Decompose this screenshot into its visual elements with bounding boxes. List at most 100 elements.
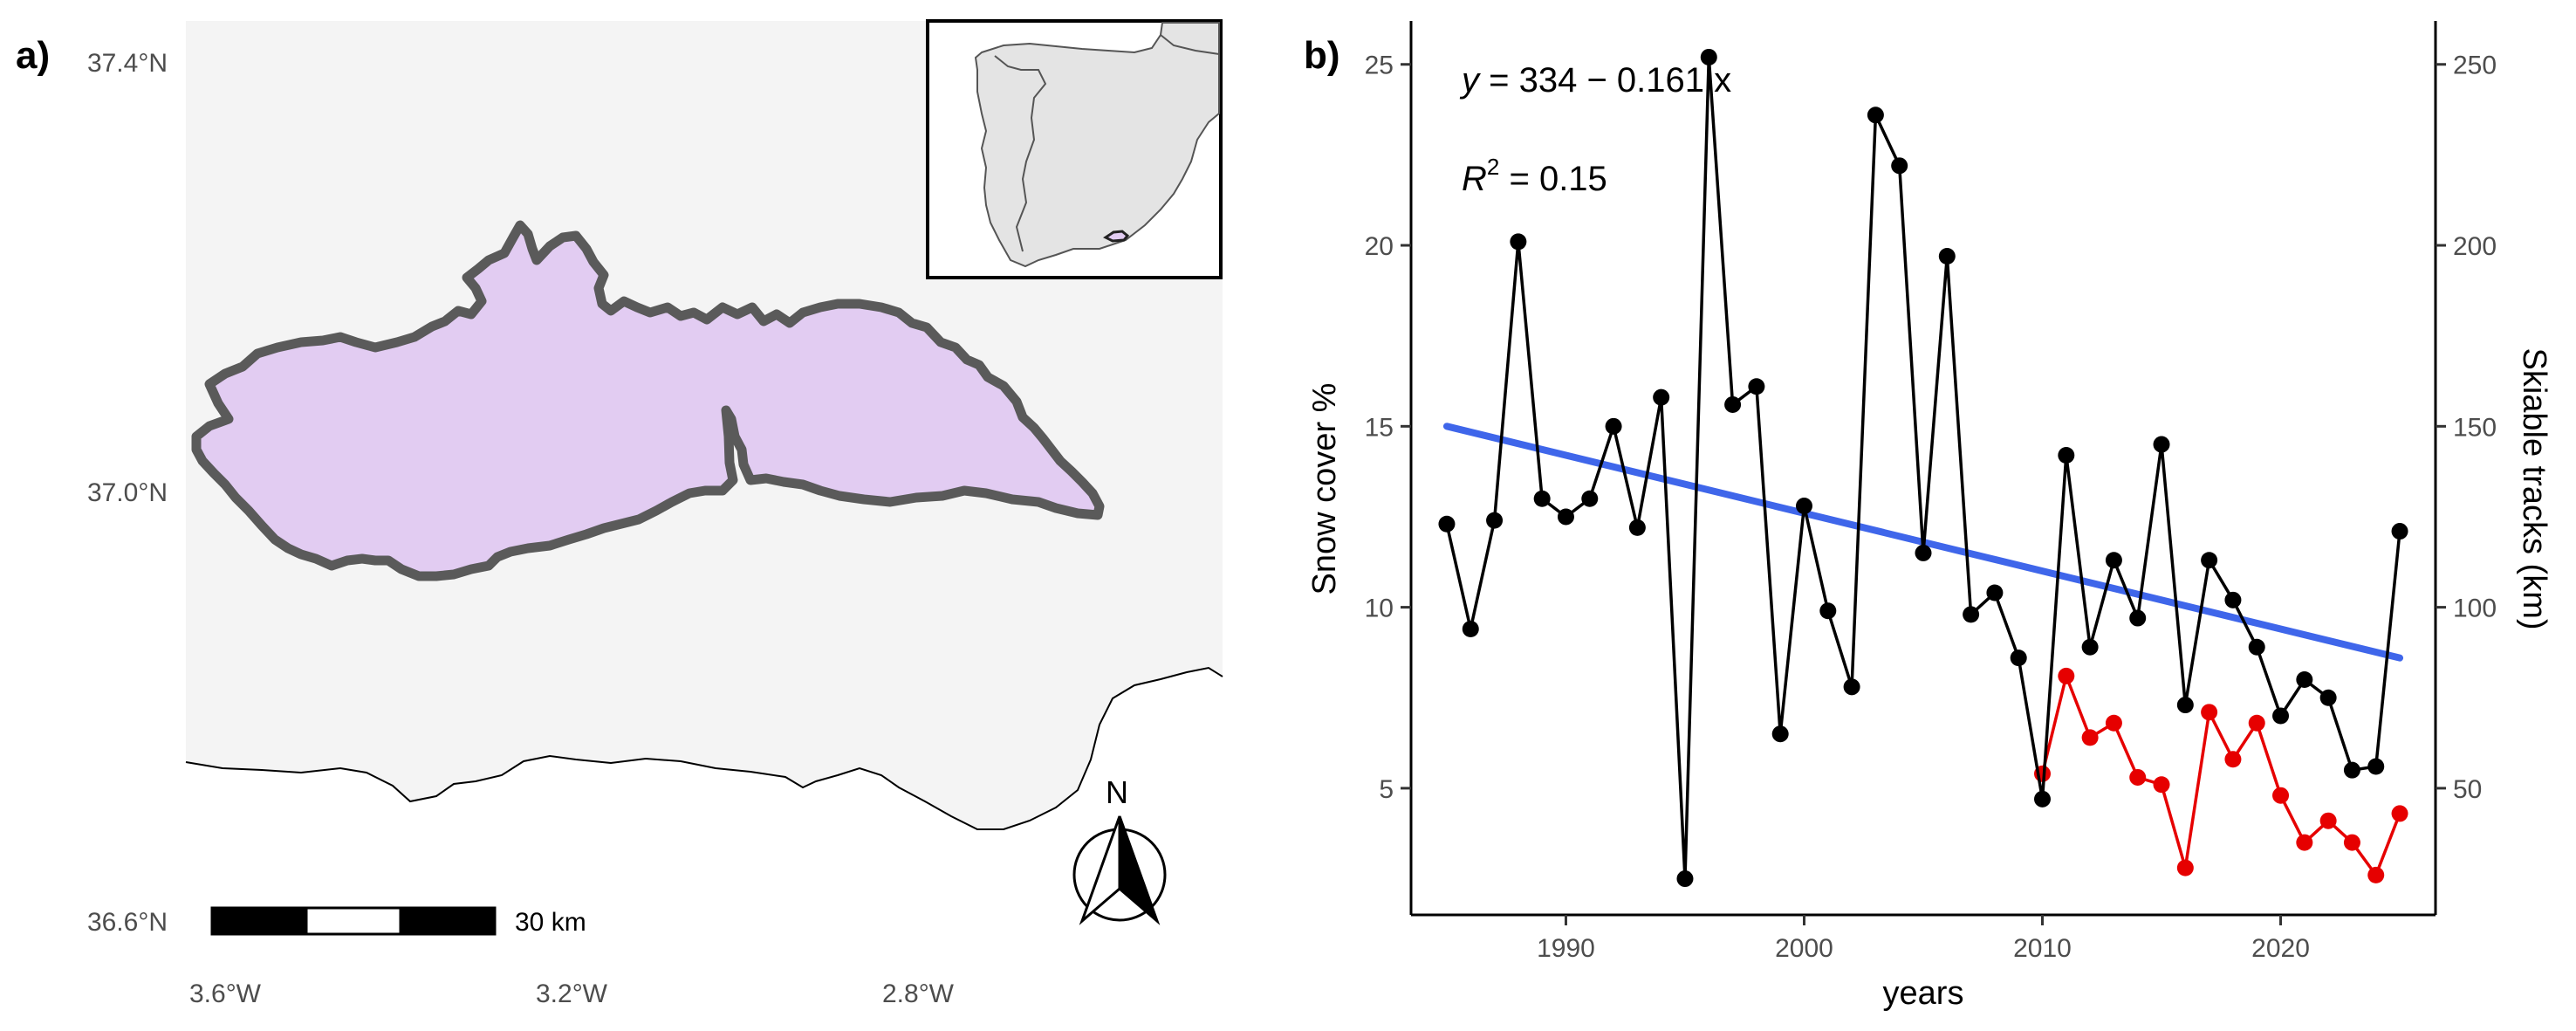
snow-cover-point (1653, 388, 1670, 406)
skiable-tracks-point (2367, 866, 2385, 883)
skiable-tracks-point (2248, 714, 2265, 732)
snow-cover-point (2391, 523, 2408, 540)
skiable-tracks-point (2081, 729, 2099, 746)
skiable-tracks-point (2058, 667, 2075, 684)
snow-cover-point (1462, 620, 1479, 637)
x-tick-label: 2000 (1775, 934, 1833, 963)
r2-letter: R (1462, 160, 1487, 198)
y-axis-title: Snow cover % (1306, 383, 1343, 595)
chart-axes (1409, 21, 2437, 917)
snow-cover-point (1986, 584, 2004, 601)
panel-b-label: b) (1304, 34, 1340, 77)
snow-cover-point (2010, 650, 2027, 667)
snow-cover-point (2201, 552, 2218, 569)
inset-portugal-border (994, 55, 1047, 252)
x-tick-label: 1990 (1537, 934, 1595, 963)
skiable-tracks-point (2343, 834, 2360, 851)
equation-rest: = 334 − 0.161 x (1479, 61, 1731, 100)
lat-tick: 37.4°N (87, 49, 168, 78)
snow-cover-point (2129, 609, 2147, 627)
snow-cover-point (1819, 602, 1837, 620)
snow-cover-point (2176, 697, 2194, 714)
snow-cover-point (1510, 233, 1527, 251)
skiable-tracks-point (2105, 714, 2122, 732)
snow-cover-point (2058, 446, 2075, 464)
chart-series (1438, 48, 2408, 888)
skiable-tracks-line (2040, 674, 2401, 877)
snow-cover-point (1676, 870, 1694, 888)
regression-equation: y = 334 − 0.161 x (1459, 61, 1731, 100)
snow-cover-point (2105, 552, 2122, 569)
lat-tick: 37.0°N (87, 478, 168, 507)
snow-cover-point (1748, 378, 1765, 395)
snow-cover-point (1963, 606, 1980, 623)
map-inset-iberia (926, 19, 1223, 279)
snow-cover-point (1581, 490, 1599, 507)
snow-cover-point (1771, 725, 1789, 743)
skiable-tracks-point (2272, 787, 2290, 804)
snow-cover-point (2367, 758, 2385, 775)
snow-cover-point (1724, 395, 1742, 413)
panel-b-chart: b) 1990 2000 2010 2020 5 10 15 20 25 50 100 150 20… (1304, 21, 2552, 1012)
snow-cover-point (1938, 247, 1956, 265)
snow-cover-point (2034, 790, 2052, 808)
snow-cover-point (2272, 707, 2290, 725)
y-tick-label: 25 (1365, 52, 1394, 80)
skiable-tracks-point (2129, 768, 2147, 786)
map-study-region (191, 220, 1105, 581)
y2-axis-title: Skiable tracks (km) (2516, 347, 2552, 629)
scale-bar: 30 km (210, 906, 586, 937)
snow-cover-point (1843, 678, 1860, 696)
lon-tick: 3.2°W (536, 979, 608, 1008)
y2-tick-label: 50 (2453, 775, 2482, 804)
skiable-tracks-point (2153, 776, 2170, 794)
lat-tick: 36.6°N (87, 908, 168, 937)
y-tick-label: 15 (1365, 413, 1394, 442)
snow-cover-point (2224, 591, 2242, 608)
skiable-tracks-point (2176, 859, 2194, 876)
map-coastline (185, 666, 1223, 830)
map-sea (186, 668, 1223, 939)
snow-cover-point (1605, 417, 1622, 435)
y2-tick-label: 250 (2453, 52, 2497, 80)
y-axis-ticks: 5 10 15 20 25 (1365, 52, 1411, 804)
snow-cover-point (1557, 508, 1574, 526)
north-arrow-label: N (1106, 774, 1128, 810)
snow-cover-point (1891, 157, 1908, 175)
panel-a-label: a) (16, 34, 50, 77)
x-axis-title: years (1883, 975, 1964, 1012)
snow-cover-point (1628, 519, 1646, 536)
inset-iberia-land (974, 22, 1220, 268)
lon-tick: 3.6°W (189, 979, 262, 1008)
snow-cover-point (1867, 107, 1884, 124)
inset-sierra-nevada (1103, 230, 1130, 243)
skiable-tracks-point (2296, 834, 2313, 851)
snow-cover-point (2153, 436, 2170, 453)
scale-bar-label: 30 km (515, 908, 586, 937)
y2-tick-label: 150 (2453, 413, 2497, 442)
snow-cover-point (2296, 671, 2313, 689)
snow-cover-point (1486, 512, 1504, 529)
snow-cover-point (2248, 638, 2265, 656)
skiable-tracks-point (2201, 704, 2218, 721)
snow-cover-point (1795, 498, 1812, 515)
skiable-tracks-point (2319, 812, 2337, 829)
snow-cover-point (1438, 515, 1456, 533)
y2-axis-ticks: 50 100 150 200 250 (2436, 52, 2497, 804)
y2-tick-label: 100 (2453, 595, 2497, 623)
equation-y: y (1459, 61, 1482, 100)
north-arrow-icon: N (1072, 774, 1167, 925)
skiable-tracks-point (2224, 751, 2242, 768)
snow-cover-point (1915, 544, 1932, 561)
panel-a-map: a) 30 km N 37.4°N (16, 19, 1223, 1008)
snow-cover-point (2081, 638, 2099, 656)
x-tick-label: 2020 (2251, 934, 2310, 963)
inset-france-border (1160, 34, 1220, 55)
y-tick-label: 5 (1379, 775, 1394, 804)
x-axis-ticks: 1990 2000 2010 2020 (1537, 915, 2310, 963)
y2-tick-label: 200 (2453, 232, 2497, 261)
r2-rest: = 0.15 (1499, 160, 1607, 198)
y-tick-label: 20 (1365, 232, 1394, 261)
snow-cover-point (2319, 689, 2337, 706)
